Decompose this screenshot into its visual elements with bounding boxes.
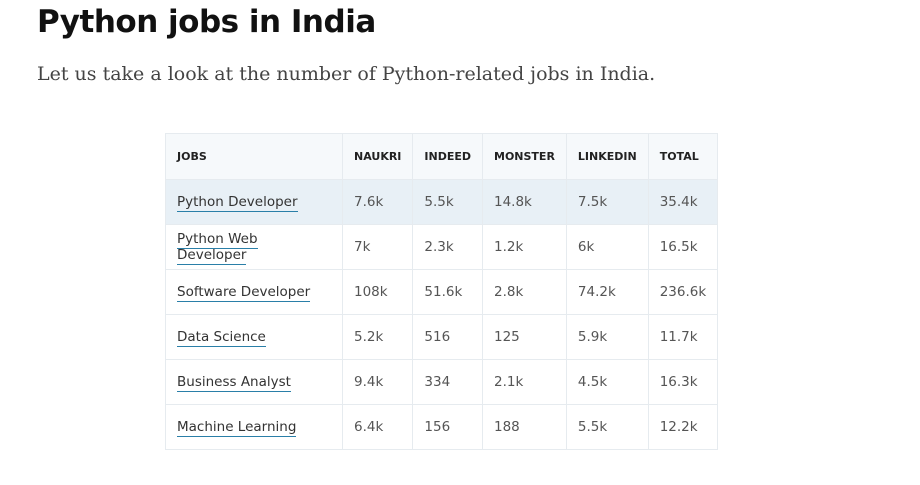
- job-title-cell: Python Developer: [165, 179, 343, 225]
- jobs-table: JOBS NAUKRI INDEED MONSTER LINKEDIN TOTA…: [165, 133, 719, 450]
- header-naukri: NAUKRI: [341, 133, 414, 180]
- job-count-cell: 74.2k: [565, 269, 649, 315]
- job-count-cell: 9.4k: [341, 359, 414, 405]
- job-count-cell: 6k: [565, 224, 649, 270]
- job-count-cell: 51.6k: [412, 269, 483, 315]
- intro-text: Let us take a look at the number of Pyth…: [37, 63, 656, 85]
- job-count-cell: 12.2k: [647, 404, 719, 450]
- job-count-cell: 2.8k: [482, 269, 567, 315]
- job-title-cell: Business Analyst: [165, 359, 343, 405]
- header-total: TOTAL: [647, 133, 719, 180]
- job-count-cell: 16.5k: [647, 224, 719, 270]
- job-count-cell: 7k: [341, 224, 414, 270]
- job-count-cell: 14.8k: [482, 179, 567, 225]
- header-monster: MONSTER: [482, 133, 567, 180]
- job-count-cell: 16.3k: [647, 359, 719, 405]
- job-link[interactable]: Business Analyst: [177, 374, 291, 392]
- job-count-cell: 5.9k: [565, 314, 649, 360]
- job-count-cell: 236.6k: [647, 269, 719, 315]
- job-link[interactable]: Data Science: [177, 329, 266, 347]
- page-title: Python jobs in India: [37, 4, 376, 40]
- job-count-cell: 11.7k: [647, 314, 719, 360]
- table-row: Data Science 5.2k 516 125 5.9k 11.7k: [165, 314, 719, 360]
- job-link[interactable]: Software Developer: [177, 284, 311, 302]
- job-count-cell: 334: [412, 359, 483, 405]
- job-count-cell: 125: [482, 314, 567, 360]
- job-link[interactable]: Machine Learning: [177, 419, 297, 437]
- job-count-cell: 2.3k: [412, 224, 483, 270]
- table-row: Business Analyst 9.4k 334 2.1k 4.5k 16.3k: [165, 359, 719, 405]
- job-title-cell: Python Web Developer: [165, 224, 343, 270]
- job-count-cell: 5.5k: [565, 404, 649, 450]
- header-linkedin: LINKEDIN: [565, 133, 649, 180]
- job-count-cell: 1.2k: [482, 224, 567, 270]
- job-title-cell: Software Developer: [165, 269, 343, 315]
- table-row: Python Developer 7.6k 5.5k 14.8k 7.5k 35.4k: [165, 179, 719, 225]
- table-row: Software Developer 108k 51.6k 2.8k 74.2k 236.…: [165, 269, 719, 315]
- job-count-cell: 188: [482, 404, 567, 450]
- job-link[interactable]: Python Developer: [177, 194, 298, 212]
- header-jobs: JOBS: [165, 133, 343, 180]
- job-title-cell: Machine Learning: [165, 404, 343, 450]
- job-link[interactable]: Python Web Developer: [177, 231, 258, 265]
- job-count-cell: 156: [412, 404, 483, 450]
- job-count-cell: 108k: [341, 269, 414, 315]
- job-count-cell: 2.1k: [482, 359, 567, 405]
- table-header-row: JOBS NAUKRI INDEED MONSTER LINKEDIN TOTA…: [165, 133, 719, 180]
- header-indeed: INDEED: [412, 133, 483, 180]
- job-count-cell: 516: [412, 314, 483, 360]
- job-title-cell: Data Science: [165, 314, 343, 360]
- job-count-cell: 7.5k: [565, 179, 649, 225]
- job-count-cell: 7.6k: [341, 179, 414, 225]
- job-count-cell: 6.4k: [341, 404, 414, 450]
- table-row: Machine Learning 6.4k 156 188 5.5k 12.2k: [165, 404, 719, 450]
- table-row: Python Web Developer 7k 2.3k 1.2k 6k 16.5k: [165, 224, 719, 270]
- job-count-cell: 35.4k: [647, 179, 719, 225]
- job-count-cell: 4.5k: [565, 359, 649, 405]
- job-count-cell: 5.2k: [341, 314, 414, 360]
- job-count-cell: 5.5k: [412, 179, 483, 225]
